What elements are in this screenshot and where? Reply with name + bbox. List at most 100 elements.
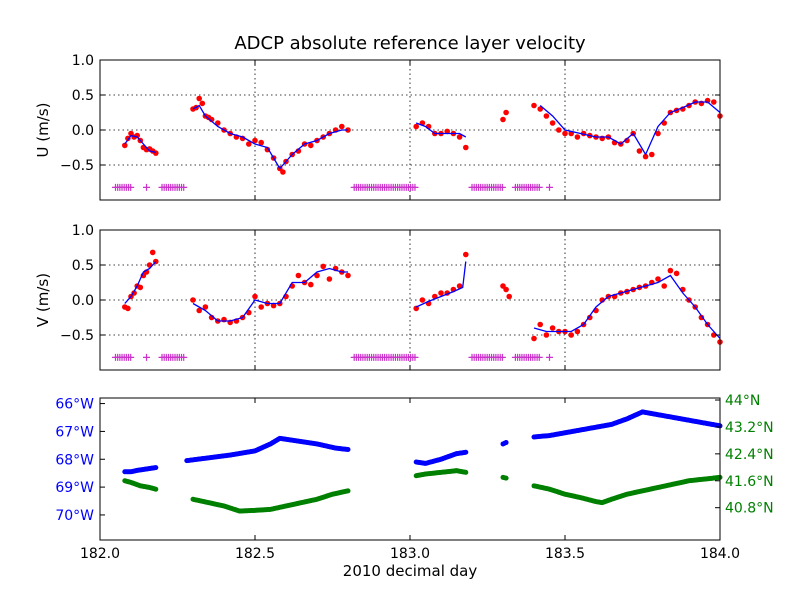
data-point bbox=[636, 148, 643, 154]
latitude-point bbox=[503, 475, 509, 481]
smoothed-line bbox=[415, 122, 467, 138]
panels: 1.0 0.5 0.0 −0.5 U (m/s) 1.0 0.5 0.0 −0.5 V (m/s)… bbox=[34, 53, 774, 562]
y-tick-label: −0.5 bbox=[60, 158, 94, 174]
data-point bbox=[339, 123, 345, 130]
chart-title: ADCP absolute reference layer velocity bbox=[234, 33, 586, 54]
data-point bbox=[711, 99, 717, 105]
latitude-point bbox=[153, 486, 159, 492]
data-point bbox=[196, 307, 202, 314]
longitude-tick-label: 67°W bbox=[55, 424, 94, 440]
flag-marker bbox=[411, 183, 419, 191]
smoothed-line bbox=[192, 104, 348, 170]
y-tick-label: 0.5 bbox=[72, 88, 94, 104]
data-point bbox=[258, 139, 265, 146]
latitude-tick-label: 40.8°N bbox=[725, 501, 774, 517]
data-point bbox=[258, 304, 265, 310]
data-point bbox=[153, 150, 159, 156]
smoothed-line bbox=[539, 101, 721, 156]
data-point bbox=[649, 151, 655, 158]
y-tick-label: −0.5 bbox=[60, 328, 94, 344]
data-point bbox=[556, 127, 562, 133]
data-point bbox=[549, 120, 556, 126]
data-point bbox=[270, 302, 277, 309]
flag-marker bbox=[498, 353, 506, 361]
longitude-point bbox=[345, 447, 351, 453]
latitude-point bbox=[345, 488, 351, 494]
flag-marker bbox=[535, 353, 543, 361]
data-point bbox=[122, 142, 128, 149]
data-point bbox=[308, 281, 314, 288]
data-point bbox=[673, 270, 680, 277]
data-point bbox=[531, 335, 537, 342]
data-point bbox=[196, 95, 202, 102]
data-point bbox=[199, 100, 206, 107]
flag-marker bbox=[180, 353, 188, 361]
smoothed-line bbox=[533, 274, 721, 339]
data-point bbox=[438, 290, 444, 296]
smoothed-line bbox=[124, 134, 156, 154]
flag-marker bbox=[143, 183, 150, 191]
velocity-panel-v: 1.0 0.5 0.0 −0.5 V (m/s) bbox=[34, 223, 723, 371]
latitude-tick-label: 42.4°N bbox=[725, 447, 774, 463]
smoothed-line bbox=[124, 261, 157, 304]
y-tick-label: 0.0 bbox=[72, 293, 94, 309]
data-point bbox=[503, 286, 509, 293]
data-point bbox=[667, 267, 674, 274]
data-point bbox=[574, 134, 581, 140]
data-point bbox=[549, 325, 556, 331]
y-tick-label: 0.0 bbox=[72, 123, 94, 139]
longitude-point bbox=[503, 440, 509, 446]
data-point bbox=[149, 249, 156, 256]
data-point bbox=[295, 272, 302, 279]
flag-marker bbox=[127, 183, 135, 191]
data-point bbox=[500, 116, 506, 123]
flag-marker bbox=[546, 353, 553, 361]
longitude-tick-label: 68°W bbox=[55, 452, 94, 468]
flag-marker bbox=[535, 183, 543, 191]
data-point bbox=[252, 137, 258, 144]
data-point bbox=[642, 153, 649, 160]
velocity-panel-u: 1.0 0.5 0.0 −0.5 U (m/s) bbox=[34, 53, 723, 201]
data-point bbox=[326, 276, 333, 282]
data-point bbox=[320, 263, 327, 270]
data-point bbox=[456, 283, 463, 289]
data-point bbox=[506, 293, 512, 300]
data-point bbox=[655, 130, 661, 137]
flag-marker bbox=[546, 183, 553, 191]
data-point bbox=[314, 272, 320, 279]
data-point bbox=[503, 109, 509, 116]
data-point bbox=[215, 120, 221, 126]
x-tick-label: 182.0 bbox=[80, 546, 120, 562]
flag-marker bbox=[180, 183, 188, 191]
position-panel: 66°W 67°W 68°W 69°W 70°W 44°N 43.2°N 42.4°N 41.6… bbox=[55, 393, 773, 562]
y-tick-label: 1.0 bbox=[72, 53, 94, 69]
data-point bbox=[456, 134, 463, 140]
data-point bbox=[308, 142, 314, 149]
smoothed-line bbox=[192, 267, 348, 322]
data-point bbox=[246, 141, 252, 147]
data-point bbox=[698, 314, 705, 321]
latitude-tick-label: 44°N bbox=[725, 393, 760, 409]
data-point bbox=[463, 144, 469, 151]
latitude-point bbox=[463, 469, 469, 475]
data-point bbox=[661, 283, 667, 289]
data-point bbox=[345, 272, 351, 279]
y-axis-label: V (m/s) bbox=[34, 273, 52, 327]
x-tick-label: 183.5 bbox=[545, 546, 585, 562]
latitude-tick-label: 41.6°N bbox=[725, 474, 774, 490]
data-point bbox=[574, 328, 581, 335]
longitude-tick-label: 69°W bbox=[55, 480, 94, 496]
data-point bbox=[202, 304, 209, 310]
data-point bbox=[252, 293, 258, 300]
data-point bbox=[562, 130, 568, 137]
longitude-point bbox=[153, 465, 159, 471]
data-point bbox=[531, 102, 537, 109]
data-point bbox=[463, 251, 469, 258]
data-point bbox=[587, 314, 593, 321]
data-point bbox=[543, 113, 550, 119]
data-point bbox=[137, 284, 144, 291]
data-point bbox=[655, 276, 661, 282]
longitude-tick-label: 70°W bbox=[55, 508, 94, 524]
